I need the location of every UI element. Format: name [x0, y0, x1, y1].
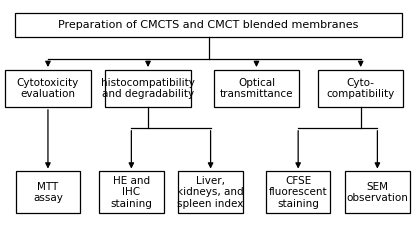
FancyBboxPatch shape	[5, 70, 91, 107]
Text: CFSE
fluorescent
staining: CFSE fluorescent staining	[269, 176, 327, 209]
FancyBboxPatch shape	[214, 70, 299, 107]
Text: MTT
assay: MTT assay	[33, 182, 63, 203]
Text: HE and
IHC
staining: HE and IHC staining	[111, 176, 152, 209]
FancyBboxPatch shape	[178, 172, 243, 213]
FancyBboxPatch shape	[318, 70, 403, 107]
Text: histocompatibility
and degradability: histocompatibility and degradability	[101, 78, 195, 99]
FancyBboxPatch shape	[99, 172, 163, 213]
FancyBboxPatch shape	[16, 172, 80, 213]
FancyBboxPatch shape	[15, 13, 402, 37]
FancyBboxPatch shape	[266, 172, 330, 213]
Text: Cytotoxicity
evaluation: Cytotoxicity evaluation	[17, 78, 79, 99]
Text: Preparation of CMCTS and CMCT blended membranes: Preparation of CMCTS and CMCT blended me…	[58, 20, 359, 30]
Text: Optical
transmittance: Optical transmittance	[220, 78, 293, 99]
Text: Liver,
kidneys, and
spleen index: Liver, kidneys, and spleen index	[177, 176, 244, 209]
FancyBboxPatch shape	[345, 172, 409, 213]
FancyBboxPatch shape	[105, 70, 191, 107]
Text: Cyto-
compatibility: Cyto- compatibility	[327, 78, 395, 99]
Text: SEM
observation: SEM observation	[347, 182, 408, 203]
